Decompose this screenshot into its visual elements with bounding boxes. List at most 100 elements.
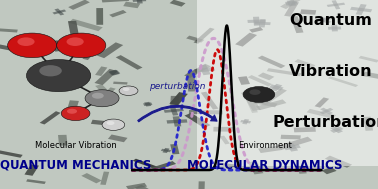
Bar: [26, 179, 46, 184]
Bar: [259, 19, 266, 27]
Bar: [100, 172, 109, 185]
Circle shape: [92, 93, 104, 99]
Bar: [267, 68, 302, 76]
Bar: [95, 84, 119, 102]
Bar: [280, 135, 301, 139]
Bar: [219, 163, 240, 167]
Bar: [97, 42, 123, 58]
Bar: [358, 56, 378, 63]
Bar: [113, 82, 127, 85]
Bar: [186, 36, 204, 43]
Bar: [248, 75, 272, 86]
Bar: [0, 43, 28, 53]
Bar: [135, 185, 151, 189]
Bar: [82, 47, 99, 60]
Text: QUANTUM MECHANICS: QUANTUM MECHANICS: [0, 159, 151, 172]
Bar: [269, 84, 284, 91]
Bar: [161, 149, 171, 152]
Bar: [25, 164, 39, 176]
Bar: [109, 70, 120, 76]
Bar: [249, 27, 263, 33]
Bar: [95, 66, 107, 76]
Bar: [54, 9, 64, 15]
Bar: [143, 102, 152, 106]
Bar: [170, 144, 180, 154]
Bar: [58, 135, 68, 146]
Bar: [102, 0, 129, 2]
Bar: [68, 19, 103, 31]
Bar: [294, 59, 316, 68]
Text: MOLECULAR DYNAMICS: MOLECULAR DYNAMICS: [187, 159, 342, 172]
Bar: [327, 3, 345, 7]
Bar: [258, 72, 274, 80]
Bar: [307, 109, 336, 119]
Bar: [170, 96, 179, 107]
Text: Perturbation: Perturbation: [273, 115, 378, 130]
Bar: [314, 97, 329, 108]
Circle shape: [8, 33, 57, 58]
Bar: [0, 148, 23, 158]
Text: Vibration: Vibration: [289, 64, 373, 79]
Circle shape: [26, 60, 91, 92]
Bar: [220, 136, 230, 144]
Bar: [320, 108, 333, 114]
Bar: [332, 0, 340, 9]
Bar: [123, 2, 140, 8]
Bar: [350, 7, 372, 12]
Bar: [96, 8, 103, 25]
Bar: [68, 21, 79, 38]
Bar: [287, 0, 296, 6]
Bar: [144, 102, 151, 107]
Bar: [284, 2, 299, 17]
Bar: [64, 63, 77, 65]
Bar: [362, 72, 378, 80]
Bar: [167, 119, 187, 124]
Bar: [253, 17, 260, 26]
Bar: [163, 148, 169, 153]
Bar: [189, 110, 223, 114]
Bar: [258, 56, 285, 68]
Circle shape: [123, 88, 130, 91]
Bar: [96, 87, 116, 103]
Bar: [297, 165, 307, 174]
Bar: [132, 0, 146, 2]
Bar: [316, 16, 332, 24]
Bar: [91, 120, 113, 126]
Bar: [328, 76, 358, 87]
Bar: [242, 119, 249, 124]
Bar: [40, 111, 61, 125]
Bar: [109, 10, 127, 17]
Text: Environment: Environment: [238, 141, 291, 150]
Circle shape: [85, 90, 119, 107]
Bar: [194, 28, 215, 44]
Bar: [300, 9, 316, 15]
Bar: [136, 0, 143, 4]
Text: perturbation: perturbation: [149, 82, 206, 91]
Bar: [65, 100, 79, 115]
Circle shape: [39, 65, 62, 76]
Bar: [285, 1, 298, 6]
Bar: [173, 116, 181, 127]
Bar: [356, 4, 367, 15]
Bar: [198, 181, 205, 189]
Bar: [170, 0, 186, 7]
Bar: [194, 67, 215, 73]
Circle shape: [119, 86, 138, 95]
Bar: [0, 28, 18, 33]
Circle shape: [57, 33, 106, 58]
Bar: [270, 84, 282, 91]
Bar: [277, 137, 313, 150]
Bar: [108, 135, 127, 142]
Bar: [241, 89, 255, 95]
Bar: [238, 76, 250, 85]
Bar: [81, 173, 102, 183]
Bar: [332, 25, 338, 31]
Circle shape: [249, 89, 260, 95]
Circle shape: [61, 106, 90, 121]
Circle shape: [17, 37, 35, 46]
Bar: [254, 100, 277, 107]
Bar: [187, 73, 196, 91]
Bar: [286, 143, 298, 152]
Bar: [254, 22, 271, 25]
Circle shape: [67, 109, 77, 114]
